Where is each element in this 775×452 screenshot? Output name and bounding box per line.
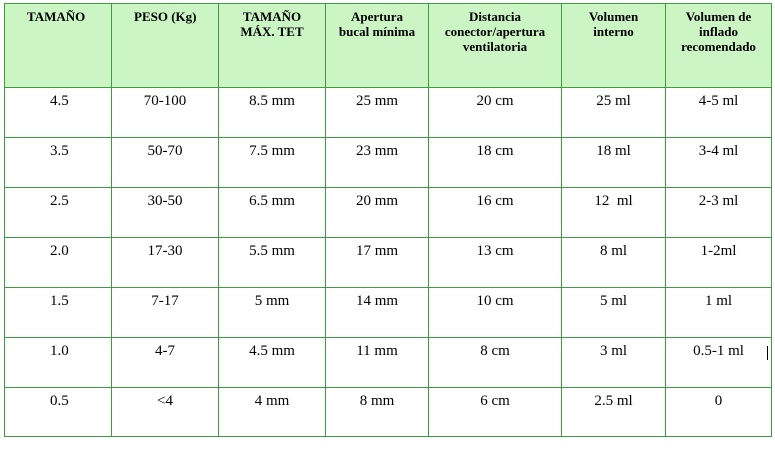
cell-inflation-volume: 2-3 ml [665, 187, 772, 238]
cell-size: 1.5 [4, 287, 112, 338]
cell-inflation-volume: 1-2ml [665, 237, 772, 288]
cell-weight: 70-100 [111, 87, 219, 138]
table-row: 2.5 30-50 6.5 mm 20 mm 16 cm 12 ml 2-3 m… [4, 187, 772, 238]
cell-internal-volume: 5 ml [561, 287, 666, 338]
cell-internal-volume: 2.5 ml [561, 387, 666, 437]
cell-internal-volume: 12 ml [561, 187, 666, 238]
table-row: 1.0 4-7 4.5 mm 11 mm 8 cm 3 ml 0.5-1 ml [4, 337, 772, 388]
cell-size: 2.0 [4, 237, 112, 288]
header-max-tube-size-text: TAMAÑO MÁX. TET [240, 9, 304, 39]
cell-connector-distance: 16 cm [428, 187, 562, 238]
table-row: 3.5 50-70 7.5 mm 23 mm 18 cm 18 ml 3-4 m… [4, 137, 772, 188]
cell-internal-volume: 25 ml [561, 87, 666, 138]
cell-internal-volume: 8 ml [561, 237, 666, 288]
cell-internal-volume: 3 ml [561, 337, 666, 388]
cell-max-tube-size: 5.5 mm [218, 237, 326, 288]
cell-weight: <4 [111, 387, 219, 437]
cell-max-tube-size: 6.5 mm [218, 187, 326, 238]
cell-internal-volume: 18 ml [561, 137, 666, 188]
cell-min-mouth-opening: 23 mm [325, 137, 429, 188]
header-connector-distance: Distancia conector/apertura ventilatoria [428, 3, 562, 88]
cell-weight: 30-50 [111, 187, 219, 238]
cell-min-mouth-opening: 25 mm [325, 87, 429, 138]
cell-weight: 7-17 [111, 287, 219, 338]
header-internal-volume-text: Volumen interno [588, 9, 639, 39]
cell-max-tube-size: 5 mm [218, 287, 326, 338]
cell-connector-distance: 10 cm [428, 287, 562, 338]
cell-connector-distance: 8 cm [428, 337, 562, 388]
table-row: 1.5 7-17 5 mm 14 mm 10 cm 5 ml 1 ml [4, 287, 772, 338]
mask-size-table: TAMAÑO PESO (Kg) TAMAÑO MÁX. TET Apertur… [4, 3, 772, 437]
cell-min-mouth-opening: 14 mm [325, 287, 429, 338]
cell-inflation-volume: 3-4 ml [665, 137, 772, 188]
cell-max-tube-size: 8.5 mm [218, 87, 326, 138]
cell-connector-distance: 18 cm [428, 137, 562, 188]
header-weight: PESO (Kg) [111, 3, 219, 88]
cell-weight: 17-30 [111, 237, 219, 288]
cell-weight: 50-70 [111, 137, 219, 188]
cell-size: 0.5 [4, 387, 112, 437]
cell-size: 4.5 [4, 87, 112, 138]
edge-mark [767, 346, 768, 360]
cell-inflation-volume: 0.5-1 ml [665, 337, 772, 388]
header-internal-volume: Volumen interno [561, 3, 666, 88]
cell-connector-distance: 20 cm [428, 87, 562, 138]
table-row: 2.0 17-30 5.5 mm 17 mm 13 cm 8 ml 1-2ml [4, 237, 772, 288]
cell-connector-distance: 13 cm [428, 237, 562, 288]
cell-min-mouth-opening: 11 mm [325, 337, 429, 388]
cell-inflation-volume: 1 ml [665, 287, 772, 338]
header-inflation-volume: Volumen de inflado recomendado [665, 3, 772, 88]
cell-min-mouth-opening: 20 mm [325, 187, 429, 238]
cell-size: 3.5 [4, 137, 112, 188]
table-row: 0.5 <4 4 mm 8 mm 6 cm 2.5 ml 0 [4, 387, 772, 437]
cell-connector-distance: 6 cm [428, 387, 562, 437]
header-min-mouth-opening-text: Apertura bucal mínima [338, 9, 416, 39]
header-size: TAMAÑO [4, 3, 112, 88]
cell-size: 1.0 [4, 337, 112, 388]
cell-max-tube-size: 4 mm [218, 387, 326, 437]
cell-inflation-volume: 4-5 ml [665, 87, 772, 138]
cell-min-mouth-opening: 8 mm [325, 387, 429, 437]
cell-max-tube-size: 7.5 mm [218, 137, 326, 188]
cell-weight: 4-7 [111, 337, 219, 388]
header-max-tube-size: TAMAÑO MÁX. TET [218, 3, 326, 88]
header-row: TAMAÑO PESO (Kg) TAMAÑO MÁX. TET Apertur… [4, 3, 772, 88]
cell-size: 2.5 [4, 187, 112, 238]
header-min-mouth-opening: Apertura bucal mínima [325, 3, 429, 88]
cell-inflation-volume: 0 [665, 387, 772, 437]
table-row: 4.5 70-100 8.5 mm 25 mm 20 cm 25 ml 4-5 … [4, 87, 772, 138]
cell-min-mouth-opening: 17 mm [325, 237, 429, 288]
header-connector-distance-text: Distancia conector/apertura ventilatoria [444, 9, 546, 54]
header-inflation-volume-text: Volumen de inflado recomendado [681, 9, 756, 54]
cell-max-tube-size: 4.5 mm [218, 337, 326, 388]
